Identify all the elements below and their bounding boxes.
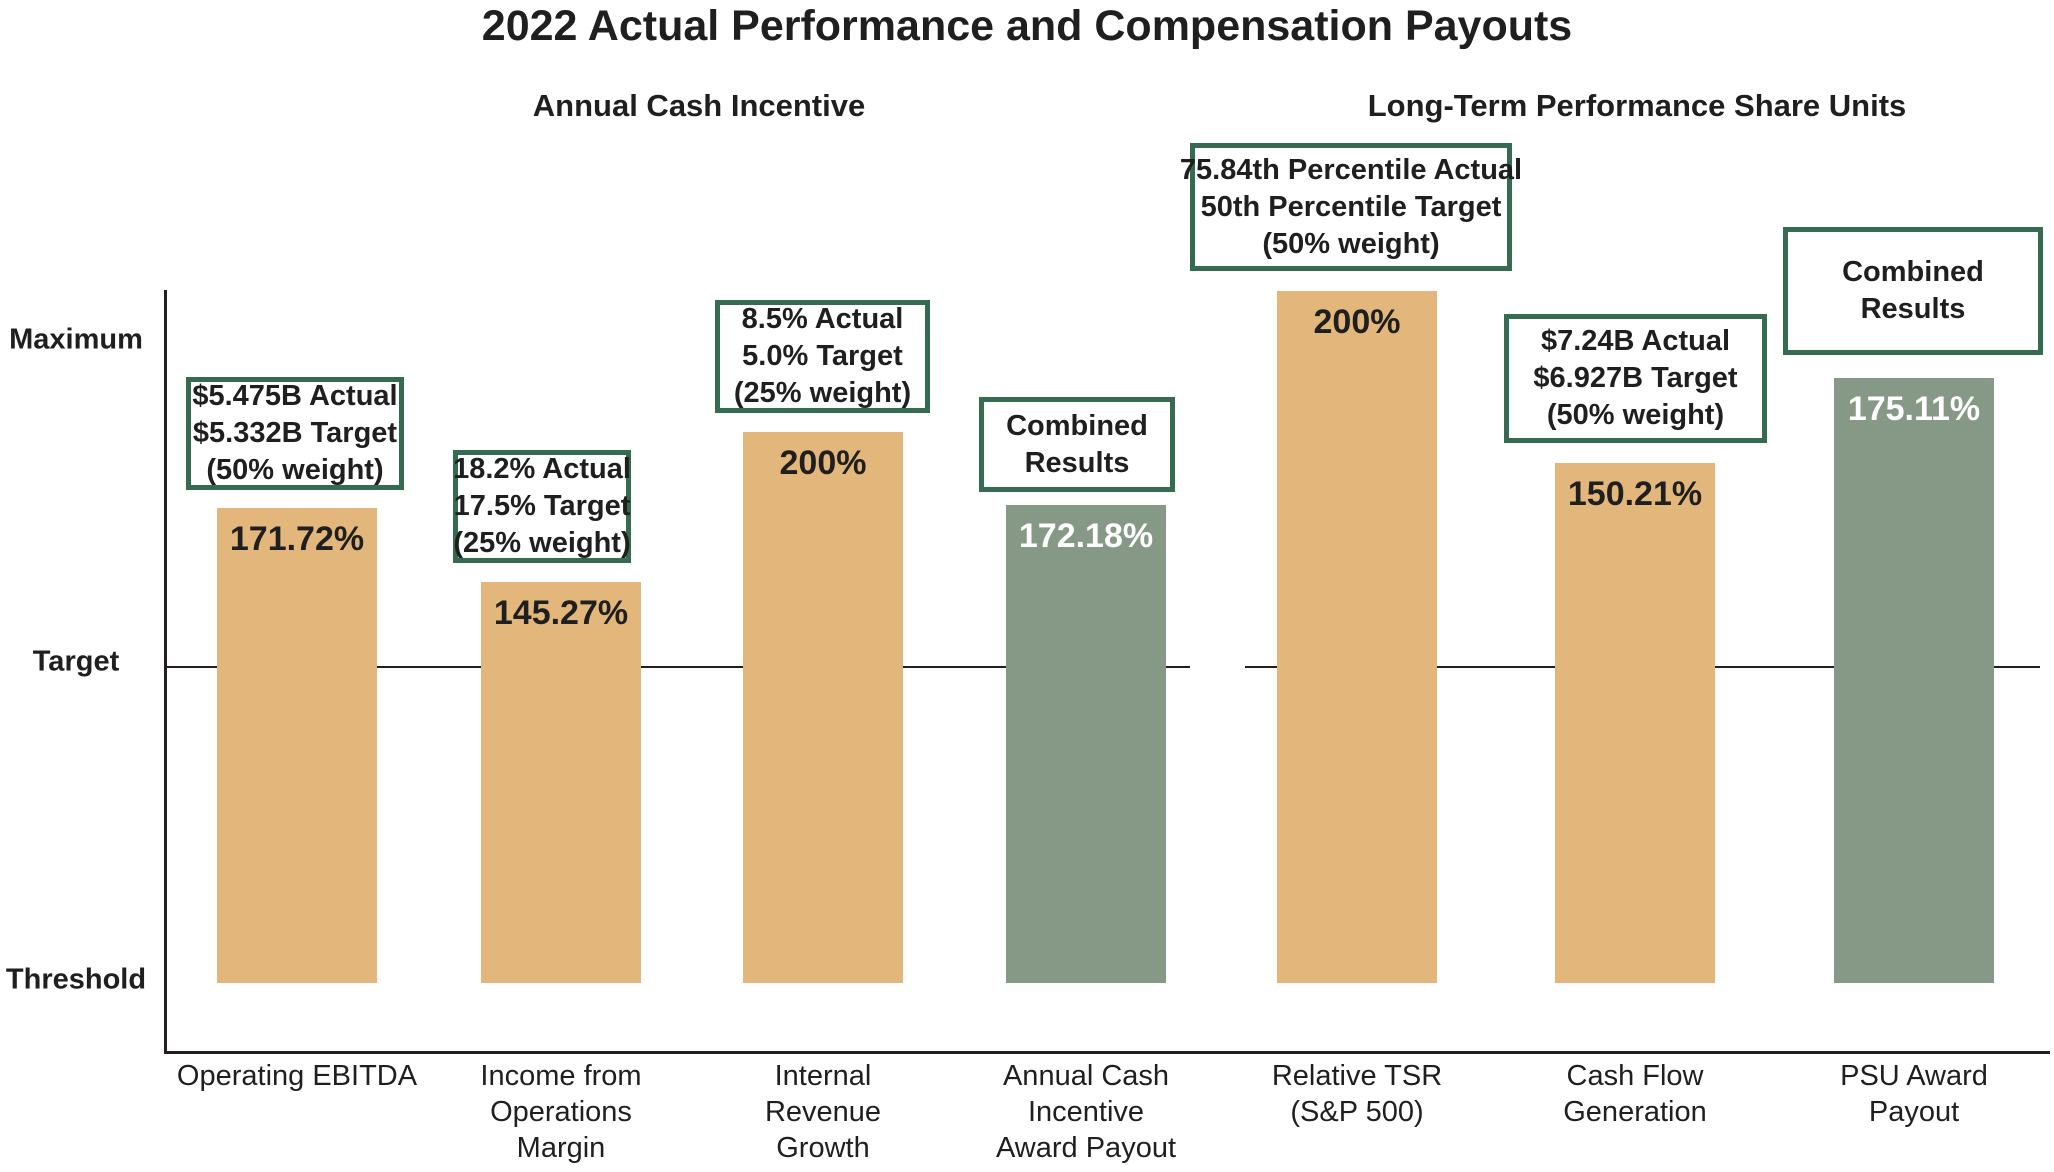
- category-label-line: Payout: [1868, 1096, 1960, 1128]
- section-header-annual-cash-incentive: Annual Cash Incentive: [532, 88, 866, 123]
- y-axis-line: [164, 290, 167, 1053]
- category-label-line: Cash Flow: [1566, 1060, 1704, 1092]
- category-label-annual-cash-incentive-award-payout: Annual Cash Incentive Award Payout: [996, 1058, 1176, 1166]
- bar-annual-cash-incentive-award-payout: 172.18%: [1006, 505, 1166, 983]
- bar-operating-ebitda: 171.72%: [217, 508, 377, 983]
- category-label-relative-tsr-s-p-500: Relative TSR (S&P 500): [1272, 1058, 1442, 1130]
- annotation-line: Results: [1024, 446, 1130, 479]
- annotation-box-psu-award-payout: Combined Results: [1783, 227, 2043, 355]
- bar-value-income-from-operations-margin: 145.27%: [493, 594, 629, 632]
- category-label-line: Revenue: [764, 1096, 882, 1128]
- y-axis-label-target: Target: [32, 645, 120, 678]
- category-label-line: Margin: [516, 1132, 606, 1164]
- bar-cash-flow-generation: 150.21%: [1555, 463, 1715, 983]
- category-label-operating-ebitda: Operating EBITDA: [177, 1058, 417, 1094]
- annotation-line: $7.24B Actual: [1540, 325, 1731, 357]
- category-label-psu-award-payout: PSU Award Payout: [1840, 1058, 1988, 1130]
- annotation-line: 18.2% Actual: [453, 453, 631, 485]
- bar-value-operating-ebitda: 171.72%: [229, 520, 365, 558]
- annotation-box-internal-revenue-growth: 8.5% Actual 5.0% Target (25% weight): [715, 300, 930, 413]
- annotation-line: $6.927B Target: [1533, 362, 1738, 394]
- annotation-line: Combined: [1006, 409, 1148, 442]
- bar-relative-tsr-s-p-500: 200%: [1277, 291, 1437, 983]
- y-axis-label-maximum: Maximum: [9, 323, 143, 356]
- annotation-line: $5.475B Actual: [192, 380, 398, 412]
- category-label-line: Incentive: [1027, 1096, 1145, 1128]
- category-label-cash-flow-generation: Cash Flow Generation: [1563, 1058, 1707, 1130]
- category-label-internal-revenue-growth: Internal Revenue Growth: [765, 1058, 881, 1166]
- annotation-line: (50% weight): [206, 454, 384, 486]
- bar-income-from-operations-margin: 145.27%: [481, 582, 641, 983]
- category-label-line: (S&P 500): [1290, 1096, 1424, 1128]
- category-label-line: Relative TSR: [1271, 1060, 1443, 1092]
- annotation-box-annual-cash-incentive-award-payout: Combined Results: [979, 397, 1175, 492]
- category-label-line: Growth: [776, 1132, 870, 1164]
- category-label-line: Income from: [480, 1060, 642, 1092]
- section-header-long-term-psu: Long-Term Performance Share Units: [1367, 88, 1907, 123]
- category-label-line: PSU Award: [1840, 1060, 1988, 1092]
- annotation-box-income-from-operations-margin: 18.2% Actual 17.5% Target (25% weight): [453, 450, 631, 563]
- annotation-line: (25% weight): [453, 527, 631, 559]
- annotation-box-cash-flow-generation: $7.24B Actual $6.927B Target (50% weight): [1504, 314, 1767, 443]
- target-reference-line-left: [165, 666, 1190, 668]
- bar-value-internal-revenue-growth: 200%: [779, 444, 867, 482]
- category-label-line: Award Payout: [995, 1132, 1177, 1164]
- annotation-line: Results: [1860, 293, 1966, 325]
- x-axis-line: [164, 1051, 2050, 1054]
- annotation-line: (25% weight): [733, 377, 912, 409]
- category-label-line: Operations: [490, 1096, 632, 1128]
- annotation-line: Combined: [1842, 256, 1984, 288]
- annotation-line: 50th Percentile Target: [1200, 190, 1502, 223]
- annotation-line: 8.5% Actual: [741, 303, 904, 335]
- bar-value-psu-award-payout: 175.11%: [1847, 390, 1981, 428]
- annotation-line: 75.84th Percentile Actual: [1179, 153, 1523, 186]
- bar-value-relative-tsr-s-p-500: 200%: [1313, 303, 1401, 341]
- annotation-line: (50% weight): [1546, 399, 1725, 431]
- bar-psu-award-payout: 175.11%: [1834, 378, 1994, 983]
- annotation-line: $5.332B Target: [192, 417, 398, 449]
- category-label-line: Annual Cash: [1002, 1060, 1170, 1092]
- annotation-line: 5.0% Target: [742, 340, 903, 372]
- chart-title: 2022 Actual Performance and Compensation…: [481, 2, 1573, 50]
- bar-internal-revenue-growth: 200%: [743, 432, 903, 983]
- annotation-box-operating-ebitda: $5.475B Actual $5.332B Target (50% weight): [186, 377, 404, 490]
- category-label-income-from-operations-margin: Income from Operations Margin: [480, 1058, 641, 1166]
- y-axis-label-threshold: Threshold: [5, 963, 147, 996]
- annotation-line: (50% weight): [1262, 227, 1440, 260]
- category-label-line: Internal: [774, 1060, 872, 1092]
- annotation-box-relative-tsr-s-p-500: 75.84th Percentile Actual 50th Percentile…: [1180, 143, 1522, 271]
- bar-value-annual-cash-incentive-award-payout: 172.18%: [1018, 517, 1154, 555]
- annotation-line: 17.5% Target: [453, 490, 631, 522]
- category-label-line: Operating EBITDA: [176, 1060, 418, 1092]
- category-label-line: Generation: [1563, 1096, 1707, 1128]
- bar-value-cash-flow-generation: 150.21%: [1567, 475, 1703, 513]
